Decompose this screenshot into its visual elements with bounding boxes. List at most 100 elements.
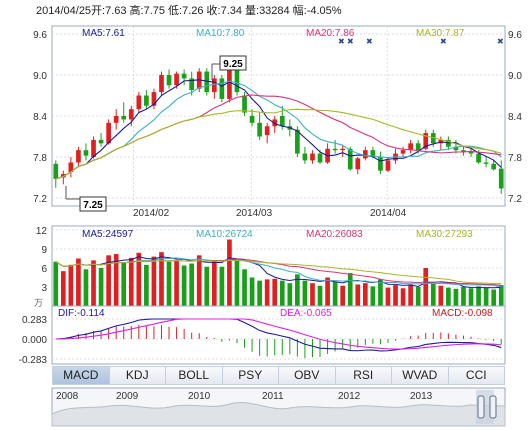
- header-volume-label: 量:: [245, 4, 259, 17]
- candle-body: [106, 122, 111, 144]
- volume-bar: [423, 268, 429, 306]
- volume-bar: [415, 287, 421, 306]
- header-change-label: 幅:: [293, 4, 307, 17]
- volume-bar: [310, 283, 315, 306]
- price-tick-label: 7.8: [33, 153, 47, 164]
- candle-body: [128, 109, 134, 120]
- dif-line: [55, 318, 502, 352]
- tab-wvad[interactable]: WVAD: [392, 367, 449, 384]
- volume-bar: [483, 287, 489, 306]
- dea-line: [55, 318, 502, 350]
- range-handle-right: [489, 395, 497, 419]
- volume-bar: [491, 289, 497, 306]
- volume-bar: [113, 254, 119, 306]
- tab-macd[interactable]: MACD: [53, 367, 110, 384]
- header-close-label: 收:: [207, 3, 221, 17]
- candle-body: [362, 150, 368, 159]
- range-year: 2010: [188, 391, 211, 402]
- price-ticks-right: 9.6 9.0 8.4 7.8 7.2: [508, 30, 522, 205]
- header-high-label: 高:: [130, 3, 144, 17]
- svg-text:7.25: 7.25: [83, 200, 103, 211]
- tab-obv[interactable]: OBV: [279, 367, 336, 384]
- volume-bar: [393, 285, 398, 306]
- marker-icon-1: ✖: [338, 37, 345, 46]
- macd-tick-label: 0.283: [22, 315, 47, 326]
- candle-body: [211, 78, 217, 93]
- candle-body: [76, 150, 81, 163]
- candle-body: [272, 119, 278, 127]
- price-tick-label: 9.0: [508, 71, 522, 82]
- volume-bar: [136, 252, 142, 306]
- candle-body: [408, 143, 413, 151]
- volume-bar: [128, 257, 134, 306]
- candle-body: [498, 168, 504, 189]
- candle-body: [491, 163, 497, 170]
- volume-bar: [287, 283, 293, 306]
- ma20-legend: MA20:7.86: [306, 28, 355, 39]
- tab-boll[interactable]: BOLL: [166, 367, 223, 384]
- range-selector[interactable]: 2008 2009 2010 2011 2012 2013: [51, 387, 506, 427]
- candle-body: [166, 75, 172, 86]
- macd-grid: [52, 318, 505, 360]
- macd-lines: [55, 318, 502, 352]
- header-volume: 33284: [259, 5, 290, 17]
- ma30-line: [55, 108, 502, 180]
- tab-kdj[interactable]: KDJ: [109, 367, 166, 384]
- min-annotation: 7.25: [65, 186, 107, 212]
- candle-body: [121, 116, 127, 120]
- volume-tick-label: 6: [41, 264, 47, 275]
- volume-bar: [468, 288, 474, 306]
- range-year: 2011: [262, 391, 284, 402]
- candle-body: [264, 126, 270, 136]
- max-annotation: 9.25: [211, 55, 247, 80]
- date-tick: 2014/02: [133, 208, 170, 219]
- candle-body: [98, 139, 104, 144]
- candle-body: [332, 148, 338, 151]
- volume-bar: [325, 277, 330, 306]
- range-overview-area: [51, 402, 506, 427]
- volume-ma-lines: [55, 256, 502, 289]
- volume-tick-label: 12: [36, 226, 48, 237]
- volume-bar: [181, 265, 187, 306]
- marker-icon-5: ✖: [497, 37, 504, 46]
- tab-rsi[interactable]: RSI: [335, 367, 392, 384]
- date-tick: 2014/03: [236, 208, 273, 219]
- candle-body: [461, 150, 466, 152]
- candle-body: [234, 68, 240, 93]
- tab-cci[interactable]: CCI: [448, 367, 504, 384]
- volume-bar: [159, 252, 164, 306]
- candle-body: [257, 122, 262, 137]
- header-date: 2014/04/25: [36, 5, 91, 17]
- candle-body: [295, 129, 300, 154]
- volume-bar: [378, 279, 383, 306]
- volume-bar: [370, 286, 376, 306]
- header-open-label: 开:: [91, 5, 105, 17]
- volume-bar: [144, 264, 149, 306]
- header-line: 2014/04/25开:7.63 高:7.75 低:7.26 收:7.34 量:3328…: [36, 3, 342, 17]
- header-low: 7.26: [182, 5, 203, 17]
- volume-bar: [219, 266, 225, 306]
- price-tick-label: 7.2: [508, 194, 522, 205]
- volume-ma30-line: [55, 259, 502, 285]
- candle-body: [279, 116, 285, 127]
- candle-body: [151, 92, 157, 106]
- ma10-legend: MA10:7.80: [196, 28, 245, 39]
- volume-bar: [234, 260, 240, 306]
- candle-body: [91, 139, 96, 157]
- volume-tick-label: 9: [41, 245, 47, 256]
- volume-bar: [121, 262, 127, 306]
- dea-legend: DEA:-0.065: [280, 308, 332, 319]
- candle-body: [249, 116, 255, 123]
- volume-bar: [498, 285, 504, 306]
- volume-unit: 万: [34, 298, 43, 308]
- ma30-legend: MA30:7.87: [416, 28, 465, 39]
- macd-tick-label: -0.283: [19, 355, 48, 366]
- volume-bar: [91, 260, 96, 306]
- volume-ticks: 12 9 6 3: [36, 226, 48, 294]
- tab-psy[interactable]: PSY: [222, 367, 279, 384]
- candle-body: [430, 133, 436, 144]
- candle-body: [310, 153, 315, 161]
- price-tick-label: 8.4: [33, 112, 47, 123]
- price-tick-label: 9.6: [33, 30, 47, 41]
- volume-bar: [189, 263, 195, 306]
